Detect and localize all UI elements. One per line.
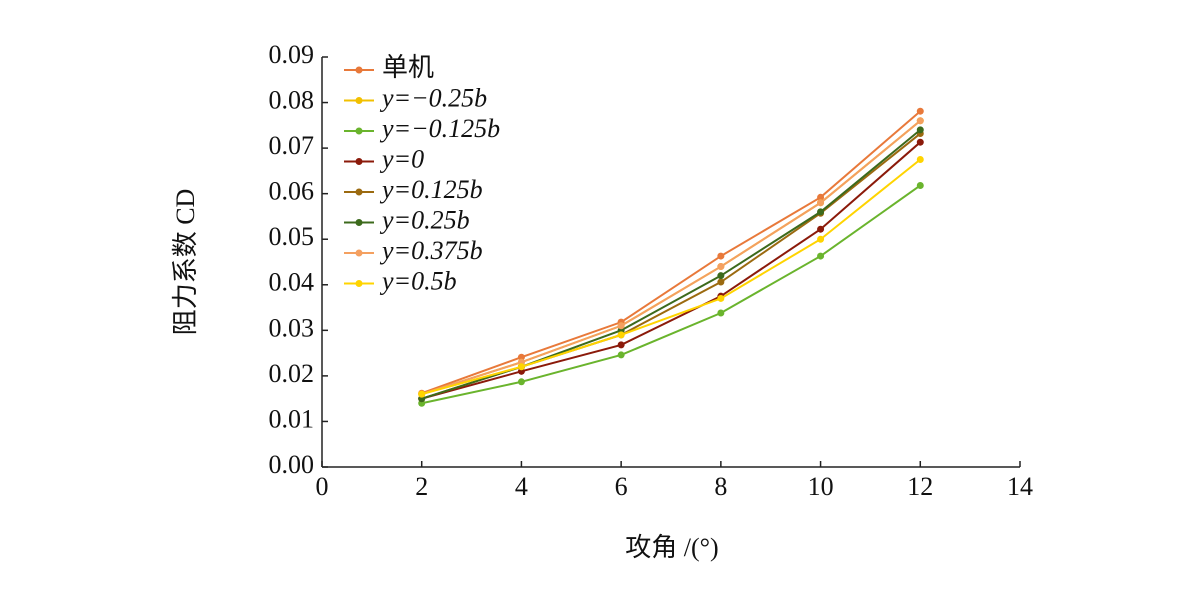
y-tick-label: 0.06 [269,177,315,206]
x-tick-label: 8 [714,472,727,501]
y-tick-label: 0.00 [269,450,315,479]
legend-marker [355,219,363,226]
x-tick-label: 10 [808,472,834,501]
x-tick-label: 2 [415,472,428,501]
point [817,193,825,201]
y-tick-label: 0.01 [269,404,315,433]
y-tick-label: 0.03 [269,313,315,342]
point [916,126,924,134]
point [817,199,825,207]
legend-label: y=−0.25b [379,83,487,112]
x-tick-label: 12 [907,472,933,501]
y-tick-label: 0.09 [269,40,315,69]
y-tick-label: 0.04 [269,268,315,297]
x-axis-label: 攻角 /(°) [625,533,718,562]
legend-label: y=−0.125b [379,114,500,143]
legend-label: 单机 [382,53,434,82]
series-line [421,110,921,395]
series-line [421,184,921,405]
point [717,263,725,271]
point [517,353,525,361]
point [717,278,725,286]
point [916,138,924,146]
point [916,156,924,163]
legend-marker [355,66,363,74]
series-line [421,141,921,400]
legend-marker [355,280,363,287]
x-tick-label: 14 [1007,472,1033,501]
point [916,181,924,189]
point [817,252,825,260]
legend-marker [355,249,363,257]
point [717,252,725,260]
series-line [421,129,921,400]
point [517,363,525,371]
point [617,351,625,359]
point [717,309,725,317]
series-line [421,132,921,400]
legend-marker [355,158,363,165]
legend-label: y=0.25b [379,205,470,234]
point [418,390,426,398]
point [916,117,924,125]
point [717,272,725,280]
series-line [421,120,921,396]
legend-label: y=0 [379,144,424,173]
point [817,235,825,243]
y-axis-label: 阻力系数 CD [171,189,200,336]
series-line [421,120,921,396]
legend-marker [355,188,363,196]
y-tick-label: 0.07 [269,131,315,160]
legend-label: y=0.375b [379,236,483,265]
point [617,331,625,339]
series-line [421,158,921,396]
x-tick-label: 0 [316,472,329,501]
legend-label: y=0.5b [379,266,457,295]
y-tick-label: 0.05 [269,222,315,251]
y-tick-label: 0.08 [269,86,315,115]
point [617,322,625,330]
point [817,225,825,233]
point [517,378,525,386]
legend-marker [355,127,363,135]
legend-label: y=0.125b [379,175,483,204]
legend-marker [355,97,363,104]
point [717,294,725,302]
y-tick-label: 0.02 [269,359,315,388]
point [617,341,625,349]
x-tick-label: 6 [615,472,628,501]
point [916,107,924,115]
point [817,208,825,216]
x-tick-label: 4 [515,472,528,501]
